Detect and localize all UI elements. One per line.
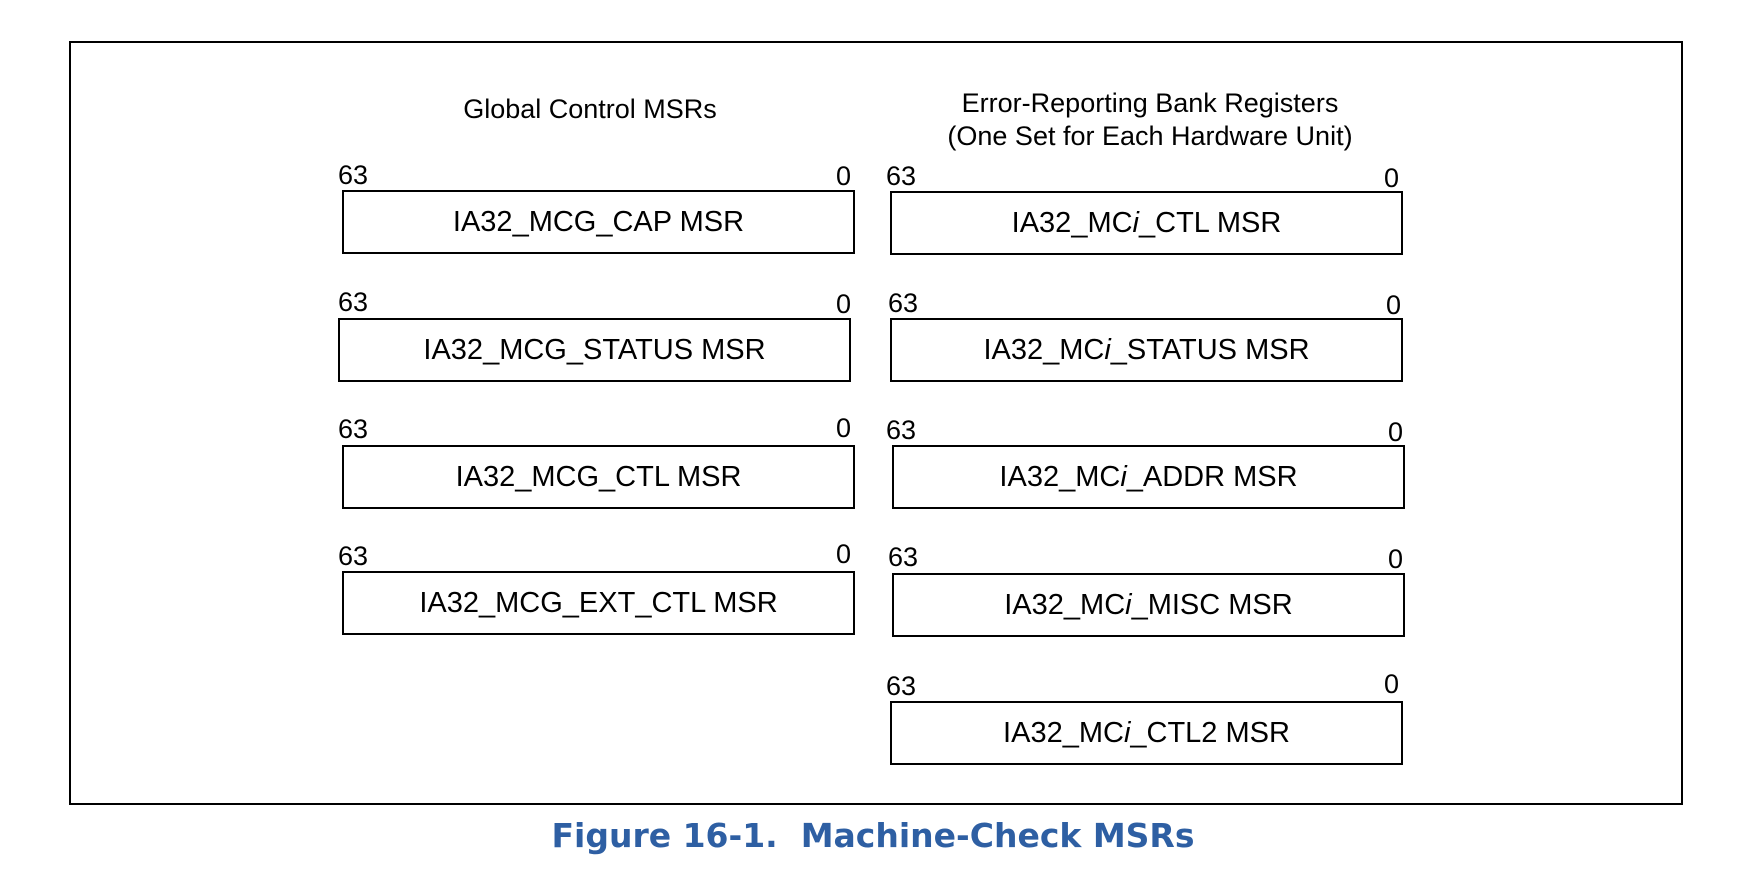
lsb-label: 0: [836, 413, 852, 443]
lsb-label: 0: [1386, 290, 1402, 320]
register-name: IA32_MCG_CAP MSR: [452, 205, 745, 238]
msb-label: 63: [338, 541, 369, 571]
global-control-heading-text: Global Control MSRs: [463, 94, 717, 124]
figure-frame: [69, 41, 1683, 805]
lsb-label: 0: [1388, 417, 1404, 447]
global-control-heading: Global Control MSRs: [440, 93, 740, 126]
register-ia32-mcg-ext-ctl: IA32_MCG_EXT_CTL MSR: [342, 571, 855, 635]
register-ia32-mci-misc: IA32_MCi_MISC MSR: [892, 573, 1405, 637]
register-name: IA32_MCi_STATUS MSR: [983, 333, 1310, 366]
register-name: IA32_MCG_STATUS MSR: [423, 333, 766, 366]
register-ia32-mci-addr: IA32_MCi_ADDR MSR: [892, 445, 1405, 509]
lsb-label: 0: [836, 161, 852, 191]
register-ia32-mcg-cap: IA32_MCG_CAP MSR: [342, 190, 855, 254]
register-ia32-mcg-ctl: IA32_MCG_CTL MSR: [342, 445, 855, 509]
msb-label: 63: [888, 288, 919, 318]
register-ia32-mci-ctl: IA32_MCi_CTL MSR: [890, 191, 1403, 255]
lsb-label: 0: [836, 289, 852, 319]
register-name: IA32_MCG_CTL MSR: [455, 460, 742, 493]
register-ia32-mci-ctl2: IA32_MCi_CTL2 MSR: [890, 701, 1403, 765]
error-reporting-heading: Error-Reporting Bank Registers (One Set …: [900, 87, 1400, 153]
msb-label: 63: [338, 414, 369, 444]
error-reporting-heading-line2: (One Set for Each Hardware Unit): [947, 121, 1353, 151]
error-reporting-heading-line1: Error-Reporting Bank Registers: [961, 88, 1339, 118]
msb-label: 63: [888, 542, 919, 572]
msb-label: 63: [886, 671, 917, 701]
register-name: IA32_MCi_CTL2 MSR: [1003, 716, 1290, 749]
register-name: IA32_MCi_MISC MSR: [1004, 588, 1293, 621]
lsb-label: 0: [836, 539, 852, 569]
msb-label: 63: [338, 287, 369, 317]
msb-label: 63: [886, 161, 917, 191]
lsb-label: 0: [1384, 669, 1400, 699]
lsb-label: 0: [1384, 163, 1400, 193]
msb-label: 63: [338, 160, 369, 190]
lsb-label: 0: [1388, 544, 1404, 574]
register-ia32-mci-status: IA32_MCi_STATUS MSR: [890, 318, 1403, 382]
msb-label: 63: [886, 415, 917, 445]
register-name: IA32_MCG_EXT_CTL MSR: [419, 586, 778, 619]
register-name: IA32_MCi_CTL MSR: [1011, 206, 1282, 239]
register-ia32-mcg-status: IA32_MCG_STATUS MSR: [338, 318, 851, 382]
figure-caption: Figure 16-1. Machine-Check MSRs: [551, 816, 1195, 855]
register-name: IA32_MCi_ADDR MSR: [999, 460, 1298, 493]
